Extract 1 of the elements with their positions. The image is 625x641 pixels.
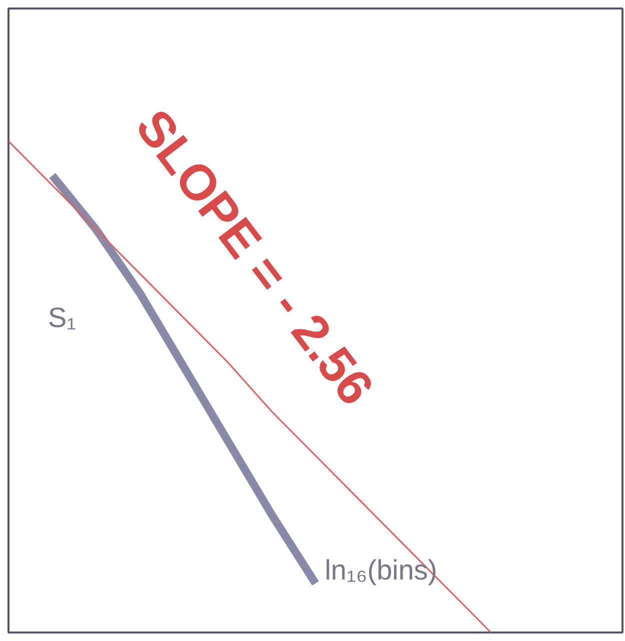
y-axis-title: S₁: [48, 302, 76, 333]
